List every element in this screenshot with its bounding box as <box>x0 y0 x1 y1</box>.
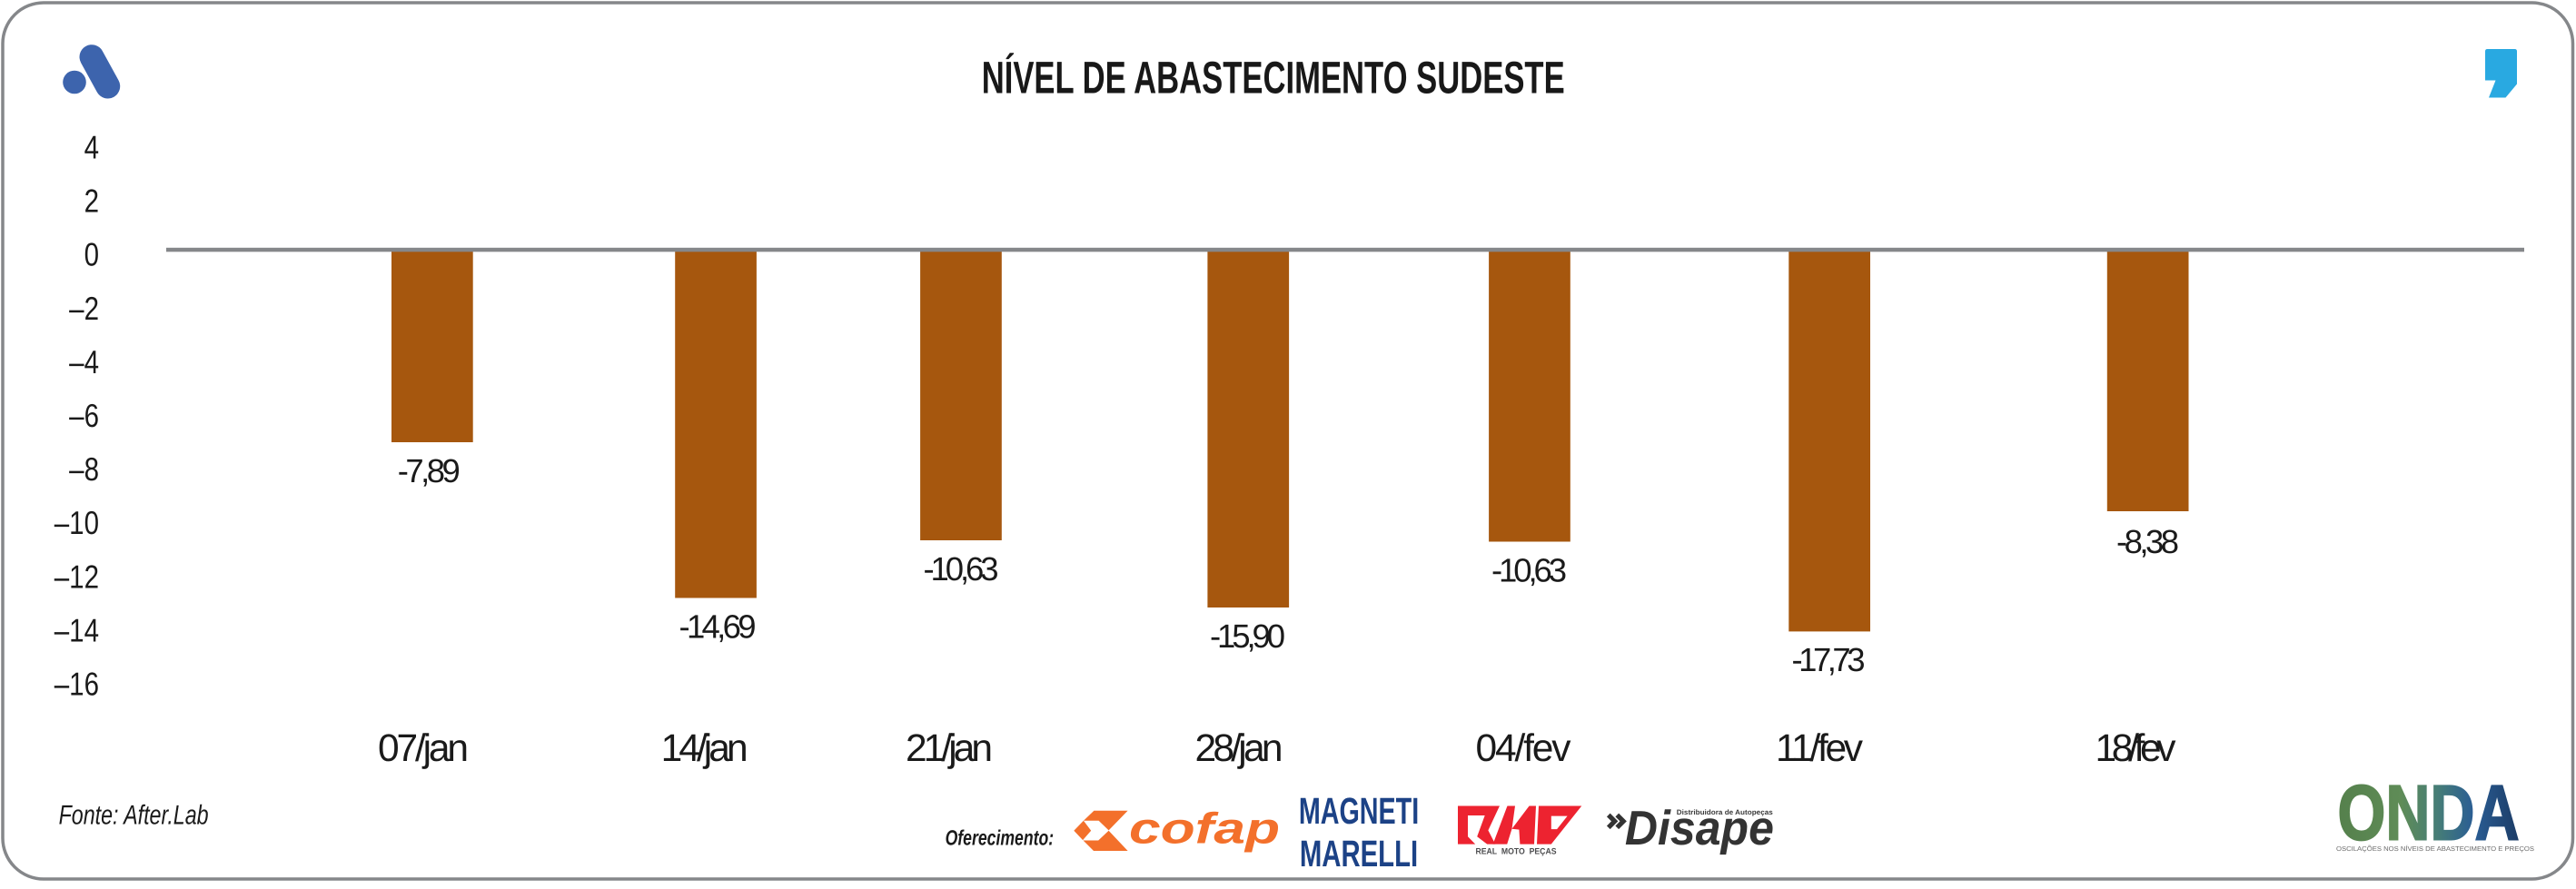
svg-text:–16: –16 <box>54 666 99 703</box>
svg-text:-10,63: -10,63 <box>924 550 999 588</box>
svg-text:cofap: cofap <box>1129 805 1280 853</box>
svg-text:21/jan: 21/jan <box>906 727 993 770</box>
svg-text:–10: –10 <box>54 504 99 541</box>
svg-text:-8,38: -8,38 <box>2116 523 2179 560</box>
svg-text:11/fev: 11/fev <box>1776 727 1864 770</box>
svg-text:–14: –14 <box>54 611 99 648</box>
svg-text:2: 2 <box>84 183 99 220</box>
svg-text:-14,69: -14,69 <box>679 607 757 645</box>
svg-text:MARELLI: MARELLI <box>1300 833 1418 874</box>
svg-text:07/jan: 07/jan <box>378 727 469 770</box>
svg-text:–8: –8 <box>69 450 99 488</box>
svg-text:14/jan: 14/jan <box>661 727 748 770</box>
svg-text:–2: –2 <box>69 290 99 327</box>
svg-text:0: 0 <box>84 236 99 273</box>
svg-text:Fonte: After.Lab: Fonte: After.Lab <box>59 801 209 831</box>
svg-text:28/jan: 28/jan <box>1195 727 1283 770</box>
svg-text:REAL MOTO PEÇAS: REAL MOTO PEÇAS <box>1476 846 1557 856</box>
svg-text:ONDA: ONDA <box>2338 770 2520 857</box>
svg-text:-7,89: -7,89 <box>398 452 461 489</box>
svg-text:4: 4 <box>84 129 99 166</box>
svg-text:OSCILAÇÕES NOS NÍVEIS DE ABAST: OSCILAÇÕES NOS NÍVEIS DE ABASTECIMENTO E… <box>2336 845 2534 853</box>
svg-text:-17,73: -17,73 <box>1792 641 1866 678</box>
svg-text:Disape: Disape <box>1625 802 1774 855</box>
svg-text:–4: –4 <box>69 343 99 380</box>
svg-text:Distribuidora de Autopeças: Distribuidora de Autopeças <box>1677 808 1774 816</box>
svg-text:NÍVEL DE ABASTECIMENTO SUDESTE: NÍVEL DE ABASTECIMENTO SUDESTE <box>982 53 1565 104</box>
svg-text:18/fev: 18/fev <box>2095 727 2177 770</box>
svg-text:04/fev: 04/fev <box>1476 727 1572 770</box>
svg-text:-15,90: -15,90 <box>1210 617 1285 655</box>
svg-text:Oferecimento:: Oferecimento: <box>946 826 1055 850</box>
svg-text:–12: –12 <box>54 558 99 595</box>
svg-text:MAGNETI: MAGNETI <box>1299 790 1419 832</box>
svg-text:–6: –6 <box>69 397 99 434</box>
svg-text:-10,63: -10,63 <box>1491 551 1567 588</box>
